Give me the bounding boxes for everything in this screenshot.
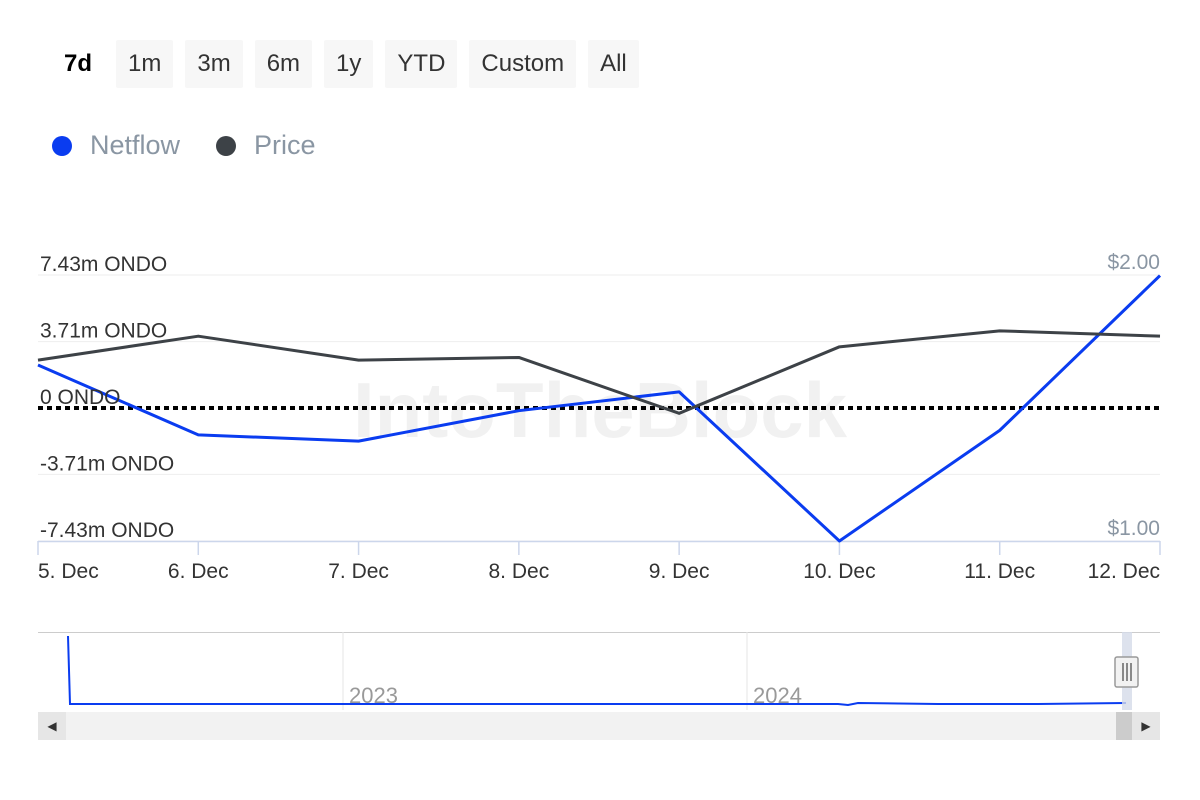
- range-button-3m[interactable]: 3m: [185, 40, 243, 88]
- navigator-series-line: [67, 635, 1127, 707]
- x-tick-label: 9. Dec: [649, 560, 710, 583]
- legend-item-price[interactable]: Price: [216, 130, 316, 161]
- range-button-custom[interactable]: Custom: [469, 40, 577, 88]
- navigator[interactable]: 2023 2024: [38, 632, 1160, 710]
- range-button-ytd[interactable]: YTD: [385, 40, 458, 88]
- x-tick-label: 10. Dec: [803, 560, 875, 583]
- right-axis-label: $2.00: [1107, 251, 1160, 274]
- legend-item-netflow[interactable]: Netflow: [52, 130, 180, 161]
- range-button-all[interactable]: All: [588, 40, 639, 88]
- netflow-dot-icon: [52, 135, 72, 156]
- range-button-7d[interactable]: 7d: [52, 40, 105, 88]
- x-tick-label: 7. Dec: [328, 560, 389, 583]
- y-tick-label: -3.71m ONDO: [40, 452, 174, 475]
- y-tick-label: 3.71m ONDO: [40, 320, 167, 343]
- range-button-1y[interactable]: 1y: [324, 40, 374, 88]
- series-line-price: [37, 329, 1161, 415]
- scroll-thumb[interactable]: [1116, 712, 1132, 740]
- legend-label-price: Price: [254, 130, 316, 160]
- x-tick-label: 6. Dec: [168, 560, 229, 583]
- scroll-left-arrow-icon[interactable]: ◀: [38, 712, 66, 740]
- right-axis-label: $1.00: [1107, 517, 1160, 540]
- range-selector: 7d 1m 3m 6m 1y YTD Custom All: [52, 40, 639, 88]
- series-line-netflow: [37, 274, 1162, 543]
- y-tick-label: 0 ONDO: [40, 386, 121, 409]
- y-tick-label: 7.43m ONDO: [40, 253, 167, 276]
- x-tick-label: 5. Dec: [38, 560, 99, 583]
- scrollbar[interactable]: ◀ ▶: [38, 712, 1160, 740]
- price-dot-icon: [216, 135, 237, 156]
- range-button-1m[interactable]: 1m: [116, 40, 174, 88]
- x-tick-label: 12. Dec: [1088, 560, 1160, 583]
- legend-label-netflow: Netflow: [90, 130, 181, 160]
- range-button-6m[interactable]: 6m: [254, 40, 313, 88]
- chart-legend: Netflow Price: [52, 130, 316, 161]
- navigator-chart: 2023 2024: [38, 632, 1160, 710]
- x-tick-label: 11. Dec: [964, 560, 1035, 583]
- y-tick-label: -7.43m ONDO: [40, 519, 174, 542]
- scroll-right-arrow-icon[interactable]: ▶: [1132, 712, 1160, 740]
- x-tick-label: 8. Dec: [489, 560, 550, 583]
